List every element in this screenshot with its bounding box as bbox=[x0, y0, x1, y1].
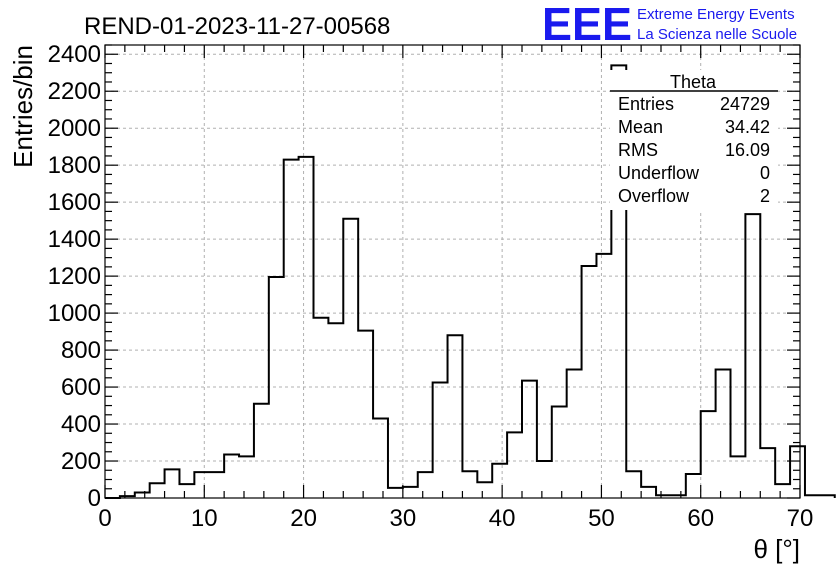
histogram-bin bbox=[716, 369, 731, 498]
histogram-bin bbox=[820, 495, 835, 498]
histogram-bin bbox=[552, 406, 567, 498]
histogram-bin bbox=[269, 277, 284, 498]
histogram-bin bbox=[701, 411, 716, 498]
x-tick-label: 40 bbox=[489, 505, 516, 532]
histogram-bin bbox=[150, 483, 165, 498]
stats-value: 2 bbox=[760, 186, 770, 206]
histogram-bin bbox=[358, 331, 373, 498]
stats-label: RMS bbox=[618, 140, 658, 160]
histogram-bin bbox=[596, 254, 611, 498]
stats-label: Overflow bbox=[618, 186, 690, 206]
histogram-series bbox=[105, 64, 836, 499]
x-tick-label: 70 bbox=[787, 505, 814, 532]
logo-line2: La Scienza nelle Scuole bbox=[637, 26, 797, 43]
y-tick-label: 1200 bbox=[48, 263, 101, 290]
y-tick-label: 2200 bbox=[48, 78, 101, 105]
y-tick-label: 2000 bbox=[48, 115, 101, 142]
histogram-bin bbox=[760, 448, 775, 498]
plot-frame bbox=[104, 44, 801, 499]
logo-mark: EEE bbox=[542, 0, 632, 50]
x-axis: 0 10 20 30 40 50 60 70 bbox=[98, 45, 813, 532]
histogram-bin bbox=[343, 219, 358, 498]
histogram-bin bbox=[641, 487, 656, 498]
histogram-bin bbox=[492, 464, 507, 498]
chart-title: REND-01-2023-11-27-00568 bbox=[84, 13, 390, 40]
histogram-bin bbox=[254, 404, 269, 498]
stats-title: Theta bbox=[670, 72, 717, 92]
y-tick-label: 0 bbox=[88, 485, 101, 512]
histogram-bin bbox=[209, 472, 224, 498]
histogram-bin bbox=[373, 418, 388, 498]
y-tick-label: 1600 bbox=[48, 189, 101, 216]
histogram-bin bbox=[686, 474, 701, 498]
stats-label: Mean bbox=[618, 117, 663, 137]
histogram-bin bbox=[522, 381, 537, 498]
stats-label: Underflow bbox=[618, 163, 700, 183]
histogram-bin bbox=[418, 472, 433, 498]
histogram-bin bbox=[433, 382, 448, 498]
histogram-bin bbox=[165, 469, 180, 498]
stats-value: 34.42 bbox=[725, 117, 770, 137]
x-tick-label: 50 bbox=[588, 505, 615, 532]
x-axis-label: θ [°] bbox=[753, 534, 800, 564]
histogram-bin bbox=[194, 472, 209, 498]
histogram-bin bbox=[626, 471, 641, 498]
histogram-bin bbox=[224, 455, 239, 498]
histogram-bin bbox=[731, 456, 746, 498]
histogram-bin bbox=[388, 488, 403, 498]
histogram-bin bbox=[537, 461, 552, 498]
histogram-bin bbox=[179, 484, 194, 498]
y-axis: 0 200 400 600 800 1000 1200 1400 1600 1800 2000 220… bbox=[48, 41, 800, 512]
y-tick-label: 1800 bbox=[48, 152, 101, 179]
stats-label: Entries bbox=[618, 94, 674, 114]
histogram-bin bbox=[403, 487, 418, 498]
stats-value: 0 bbox=[760, 163, 770, 183]
y-tick-label: 1400 bbox=[48, 226, 101, 253]
histogram-bin bbox=[328, 323, 343, 498]
eee-logo: EEE Extreme Energy Events La Scienza nel… bbox=[542, 0, 797, 50]
histogram-bin bbox=[582, 266, 597, 498]
logo-line1: Extreme Energy Events bbox=[637, 6, 795, 23]
histogram-bin bbox=[790, 446, 805, 498]
stats-box: Theta Entries 24729 Mean 34.42 RMS 16.09 Under… bbox=[610, 70, 778, 210]
x-tick-label: 20 bbox=[290, 505, 317, 532]
y-tick-label: 800 bbox=[61, 337, 101, 364]
x-tick-label: 30 bbox=[390, 505, 417, 532]
histogram-bin bbox=[462, 471, 477, 498]
grid-lines bbox=[105, 45, 800, 498]
stats-value: 24729 bbox=[720, 94, 770, 114]
histogram-bin bbox=[507, 432, 522, 498]
y-tick-label: 400 bbox=[61, 411, 101, 438]
histogram-bin bbox=[314, 318, 329, 498]
y-tick-label: 200 bbox=[61, 448, 101, 475]
histogram-bin bbox=[135, 492, 150, 498]
x-tick-label: 10 bbox=[191, 505, 218, 532]
stats-value: 16.09 bbox=[725, 140, 770, 160]
histogram-bin bbox=[805, 495, 820, 498]
histogram-bin bbox=[299, 157, 314, 498]
x-tick-label: 0 bbox=[98, 505, 111, 532]
histogram-bin bbox=[567, 369, 582, 498]
x-tick-label: 60 bbox=[687, 505, 714, 532]
histogram-bin bbox=[239, 456, 254, 498]
histogram-bin bbox=[775, 484, 790, 498]
histogram-bin bbox=[745, 214, 760, 498]
histogram-bin bbox=[448, 335, 463, 498]
histogram-bin bbox=[477, 482, 492, 498]
y-axis-label: Entries/bin bbox=[8, 45, 38, 168]
y-tick-label: 1000 bbox=[48, 300, 101, 327]
y-tick-label: 2400 bbox=[48, 41, 101, 68]
histogram-bin bbox=[284, 160, 299, 498]
y-tick-label: 600 bbox=[61, 374, 101, 401]
